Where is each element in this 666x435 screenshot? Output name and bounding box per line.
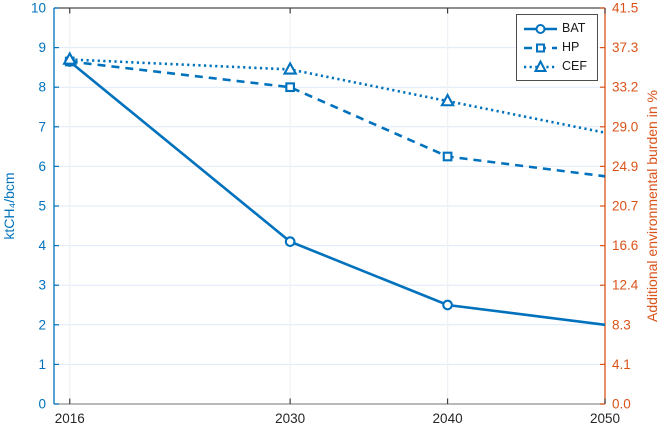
x-tick-label: 2030: [275, 411, 305, 426]
x-tick-label: 2016: [55, 411, 85, 426]
y-right-tick-label: 8.3: [612, 317, 631, 332]
legend-sample-dashed-square-icon: [524, 43, 557, 52]
legend: BAT HP CEF: [516, 14, 598, 81]
series-bat: [64, 56, 606, 327]
legend-sample-dotted-triangle-icon: [524, 58, 557, 72]
y-axis-left-title: ktCH₄/bcm: [1, 172, 17, 239]
square-marker: [442, 151, 453, 162]
triangle-marker: [282, 61, 298, 75]
y-left-tick-label: 0: [38, 397, 46, 412]
legend-label: HP: [562, 40, 580, 55]
x-tick-label: 2040: [433, 411, 463, 426]
y-left-tick-label: 9: [38, 40, 46, 55]
y-right-tick-label: 41.5: [612, 1, 638, 16]
triangle-marker: [62, 51, 78, 65]
y-right-tick-label: 4.1: [612, 357, 631, 372]
y-axis-right-title: Additional environmental burden in %: [644, 90, 660, 322]
legend-label: CEF: [562, 59, 587, 74]
legend-sample-solid-circle-icon: [524, 23, 557, 34]
y-left-tick-label: 3: [38, 278, 46, 293]
legend-item-cef: CEF: [524, 57, 593, 76]
y-right-tick-label: 37.3: [612, 40, 638, 55]
y-axis-left: 0 1 2 3 4 5 6 7 8 9 10 ktCH₄/bcm: [1, 1, 59, 412]
legend-item-hp: HP: [524, 38, 593, 57]
y-right-tick-label: 24.9: [612, 159, 638, 174]
y-right-tick-label: 20.7: [612, 199, 638, 214]
x-tick-label: 2050: [590, 411, 620, 426]
circle-marker: [442, 299, 453, 311]
y-left-tick-label: 1: [38, 357, 46, 372]
square-marker: [285, 82, 295, 93]
y-left-tick-label: 7: [38, 119, 46, 134]
y-left-tick-label: 10: [31, 1, 46, 16]
y-left-tick-label: 2: [38, 317, 46, 332]
y-axis-right: 0.0 4.1 8.3 12.4 16.6 20.7 24.9 29.0 33.2 37.3 41.…: [600, 1, 660, 412]
y-right-tick-label: 0.0: [612, 397, 631, 412]
y-right-tick-label: 16.6: [612, 238, 638, 253]
series-cef: [62, 51, 606, 134]
x-axis: 2016 2030 2040 2050: [55, 8, 620, 426]
y-left-tick-label: 4: [38, 238, 46, 253]
circle-marker: [284, 236, 296, 247]
legend-item-bat: BAT: [524, 19, 593, 38]
legend-label: BAT: [562, 21, 586, 36]
y-left-tick-label: 6: [38, 159, 46, 174]
y-right-tick-label: 33.2: [612, 80, 638, 95]
series-bat-line: [68, 60, 606, 327]
triangle-marker: [440, 92, 455, 107]
y-right-tick-label: 29.0: [612, 119, 638, 134]
y-right-tick-label: 12.4: [612, 278, 639, 293]
y-left-tick-label: 5: [38, 199, 46, 214]
y-left-tick-label: 8: [38, 80, 46, 95]
